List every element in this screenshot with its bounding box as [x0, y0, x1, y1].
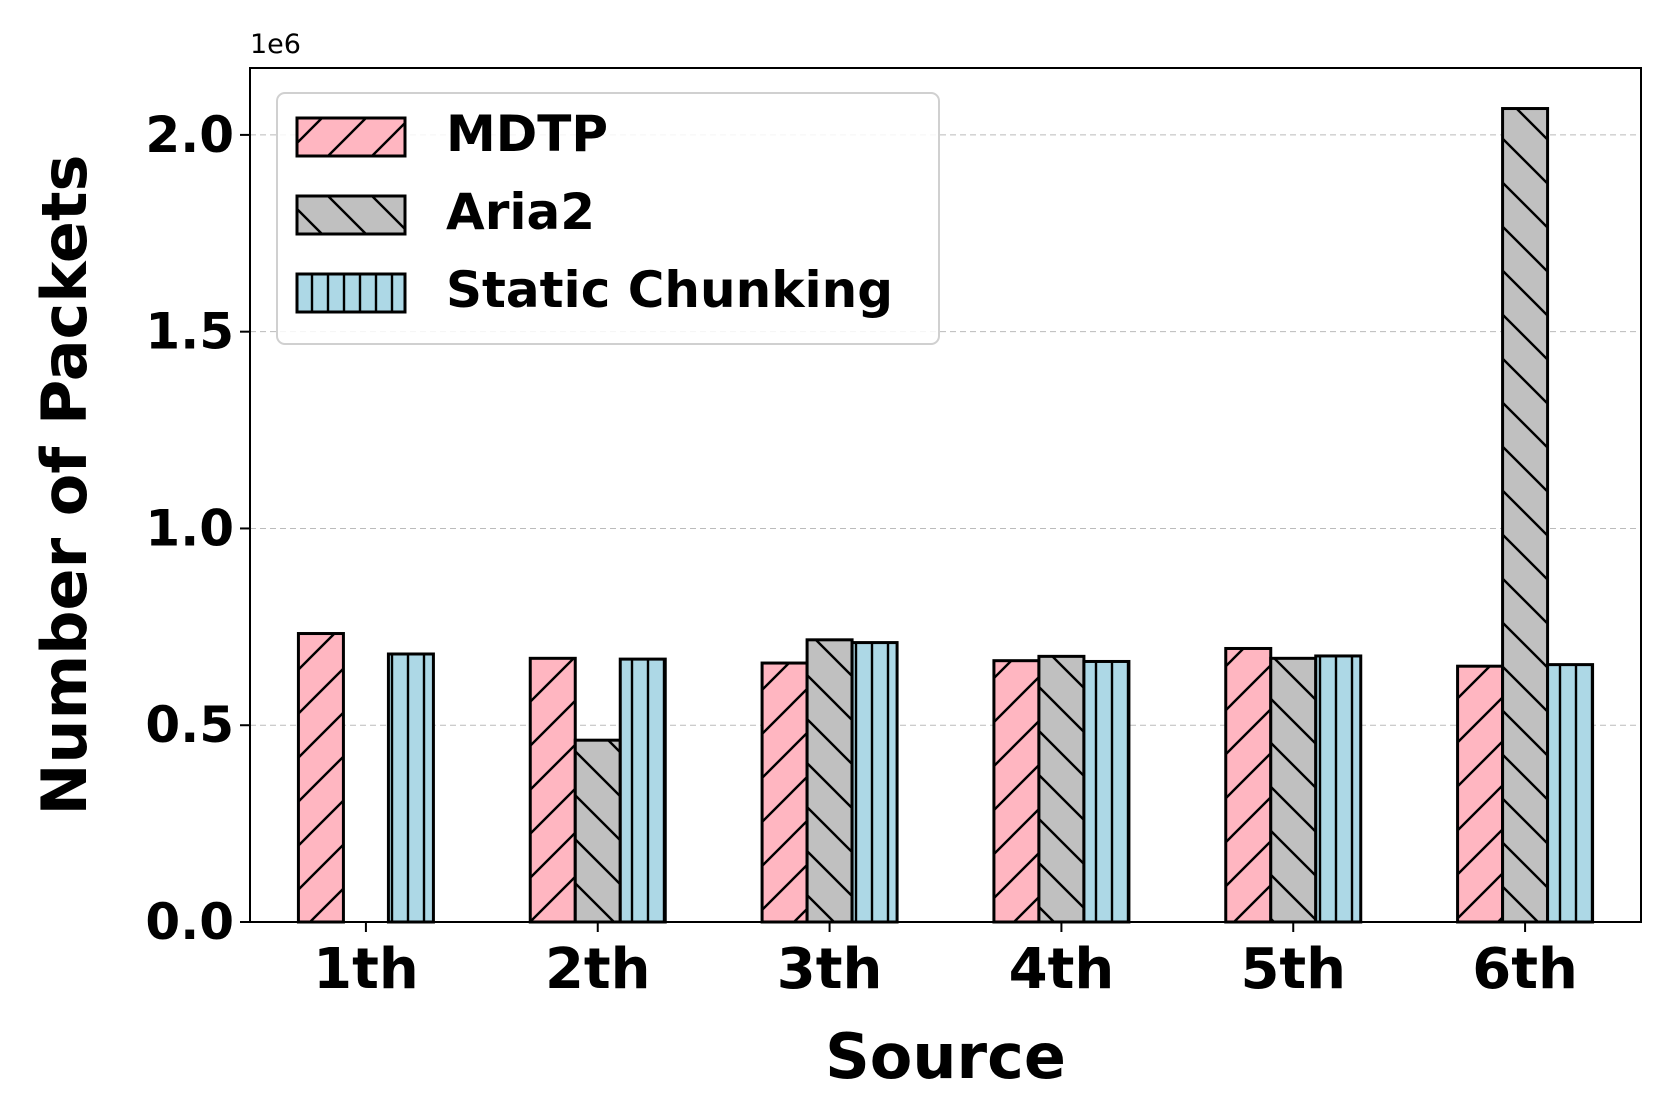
bars — [296, 107, 1595, 924]
x-tick-label: 4th — [1009, 937, 1115, 1002]
y-axis-title: Number of Packets — [28, 155, 101, 816]
bar-aria2-6th-hatch — [1501, 107, 1550, 924]
x-axis-title: Source — [825, 1020, 1066, 1093]
legend-swatch-hatch — [295, 194, 407, 236]
x-tick-label: 2th — [545, 937, 651, 1002]
bar-static-chunking-2th-hatch — [618, 657, 667, 924]
bar-mdtp-5th-hatch — [1224, 646, 1273, 924]
y-offset-label: 1e6 — [250, 29, 301, 60]
bar-aria2-5th-hatch — [1269, 656, 1318, 924]
y-tick-label: 1.0 — [145, 499, 234, 557]
legend: MDTP Aria2 Static Chunking — [276, 92, 940, 345]
legend-swatch-hatch — [295, 272, 407, 314]
bar-mdtp-2th-hatch — [528, 656, 577, 924]
legend-label: MDTP — [446, 105, 608, 163]
y-axis: 0.0 0.5 1.0 1.5 2.0 — [145, 106, 250, 951]
bar-mdtp-1th-hatch — [296, 632, 345, 924]
legend-label: Static Chunking — [446, 261, 893, 319]
x-tick-label: 6th — [1472, 937, 1578, 1002]
y-tick-label: 0.0 — [145, 893, 234, 951]
x-tick-label: 5th — [1240, 937, 1346, 1002]
legend-swatch-hatch — [295, 116, 407, 158]
bar-mdtp-3th-hatch — [760, 661, 809, 924]
bar-static-chunking-3th-hatch — [850, 641, 899, 924]
bar-aria2-4th-hatch — [1037, 654, 1086, 924]
bar-mdtp-4th-hatch — [992, 659, 1041, 924]
x-tick-label: 1th — [313, 937, 419, 1002]
bar-static-chunking-1th-hatch — [386, 652, 435, 924]
bar-aria2-2th-hatch — [573, 738, 622, 924]
plot-frame — [249, 67, 1642, 923]
x-tick-label: 3th — [777, 937, 883, 1002]
y-tick-label: 0.5 — [145, 696, 234, 754]
bar-mdtp-6th-hatch — [1456, 664, 1505, 924]
y-tick-label: 2.0 — [145, 106, 234, 164]
legend-label: Aria2 — [446, 183, 595, 241]
bar-static-chunking-5th-hatch — [1314, 654, 1363, 924]
bar-static-chunking-4th-hatch — [1082, 659, 1131, 924]
legend-box — [276, 92, 940, 345]
y-tick-label: 1.5 — [145, 303, 234, 361]
x-axis: 1th 2th 3th 4th 5th 6th — [313, 922, 1578, 1002]
bar-static-chunking-6th-hatch — [1546, 663, 1595, 924]
bar-aria2-3th-hatch — [805, 638, 854, 924]
